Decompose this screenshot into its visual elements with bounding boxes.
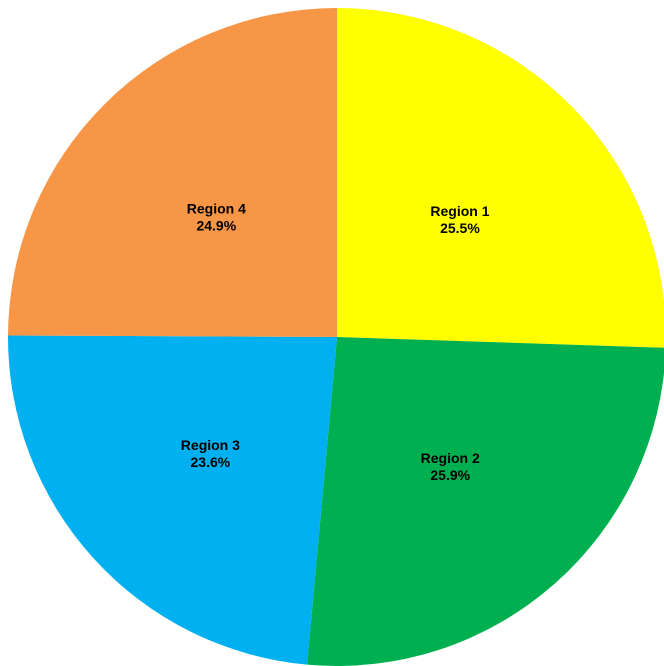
- slice-label-region-4: Region 4 24.9%: [187, 201, 246, 234]
- slice-label-region-1: Region 1 25.5%: [430, 203, 489, 236]
- slice-percent-label: 23.6%: [191, 454, 231, 470]
- slice-percent-label: 24.9%: [196, 218, 236, 234]
- slice-label-region-3: Region 3 23.6%: [181, 437, 240, 470]
- slice-percent-label: 25.5%: [440, 220, 480, 236]
- pie-slice-region-1: [337, 8, 664, 348]
- slice-category-label: Region 2: [421, 450, 480, 466]
- slice-percent-label: 25.9%: [430, 467, 470, 483]
- slice-category-label: Region 1: [430, 203, 489, 219]
- slice-category-label: Region 4: [187, 201, 246, 217]
- pie-slices: [8, 8, 664, 666]
- slice-label-region-2: Region 2 25.9%: [421, 450, 480, 483]
- pie-labels: Region 1 25.5%Region 2 25.9%Region 3 23.6%R…: [181, 201, 490, 484]
- pie-slice-region-4: [8, 8, 337, 337]
- pie-slice-region-2: [307, 337, 664, 666]
- slice-category-label: Region 3: [181, 437, 240, 453]
- pie-slice-region-3: [8, 335, 338, 665]
